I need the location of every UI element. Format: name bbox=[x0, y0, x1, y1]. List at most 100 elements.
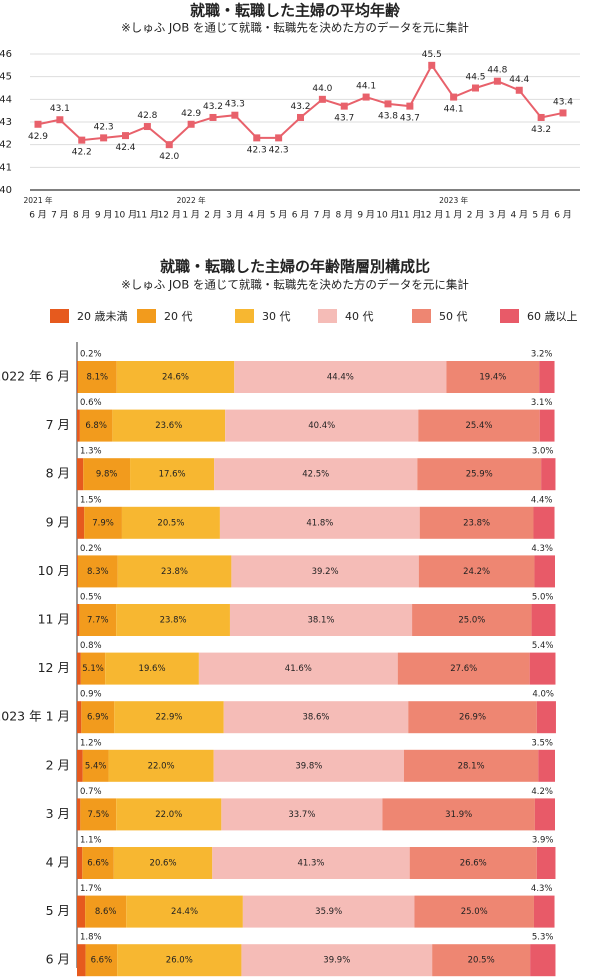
bar-segment bbox=[116, 604, 230, 636]
legend-swatch bbox=[50, 309, 69, 323]
data-label: 20.5% bbox=[157, 518, 184, 528]
y-tick-label: 43 bbox=[0, 117, 12, 128]
data-label: 3.9% bbox=[532, 836, 554, 846]
bar-segment bbox=[113, 847, 213, 879]
data-label: 26.9% bbox=[459, 713, 486, 723]
data-label: 5.4% bbox=[532, 641, 554, 651]
bar-segment bbox=[77, 361, 117, 393]
bar-segment bbox=[242, 895, 415, 928]
bar-segment bbox=[77, 652, 81, 685]
bar-segment bbox=[85, 944, 118, 977]
data-label: 43.7 bbox=[334, 114, 354, 124]
data-label: 6.6% bbox=[91, 956, 113, 966]
marker bbox=[537, 113, 545, 121]
bar-segment bbox=[223, 701, 409, 734]
bar-segment bbox=[77, 604, 80, 636]
data-label: 8.3% bbox=[87, 567, 109, 577]
bar-segment bbox=[77, 506, 85, 539]
bar-segment bbox=[533, 895, 555, 928]
data-label: 42.3 bbox=[94, 122, 114, 132]
bar-segment bbox=[77, 798, 81, 831]
marker bbox=[209, 113, 217, 121]
bar-segment bbox=[536, 847, 556, 879]
data-label: 31.9% bbox=[445, 810, 472, 820]
marker bbox=[231, 111, 239, 119]
data-label: 25.4% bbox=[465, 421, 492, 431]
chart-title: 就職・転職した主婦の年齢階層別構成比 bbox=[160, 258, 430, 276]
x-tick-label: 7 月 bbox=[51, 210, 69, 221]
bar-segment bbox=[412, 604, 532, 636]
legend-label: 20 歳未満 bbox=[77, 310, 128, 323]
bar-segment bbox=[534, 555, 555, 588]
data-label: 1.5% bbox=[80, 495, 102, 505]
data-label: 22.0% bbox=[148, 761, 175, 771]
data-label: 1.3% bbox=[80, 447, 102, 457]
x-tick-label: 2 月 bbox=[204, 210, 222, 221]
bar-segment bbox=[117, 555, 232, 588]
year-label: 2022 年 bbox=[177, 195, 206, 205]
bar-segment bbox=[77, 701, 82, 734]
y-tick-label: 4 月 bbox=[46, 855, 70, 870]
data-label: 23.8% bbox=[161, 567, 188, 577]
legend-swatch bbox=[137, 309, 156, 323]
bar-segment bbox=[541, 458, 556, 491]
marker bbox=[143, 123, 151, 131]
x-tick-label: 5 月 bbox=[532, 210, 550, 221]
data-label: 4.2% bbox=[531, 787, 553, 797]
x-tick-label: 6 月 bbox=[554, 210, 572, 221]
data-label: 22.0% bbox=[155, 810, 182, 820]
data-label: 42.5% bbox=[302, 470, 329, 480]
marker bbox=[275, 134, 283, 142]
data-label: 7.9% bbox=[92, 518, 114, 528]
data-label: 38.6% bbox=[302, 713, 329, 723]
marker bbox=[34, 120, 42, 128]
data-label: 0.2% bbox=[80, 350, 102, 360]
bar-segment bbox=[403, 749, 539, 782]
data-label: 42.9 bbox=[181, 109, 201, 119]
x-tick-label: 9 月 bbox=[95, 210, 113, 221]
x-tick-label: 6 月 bbox=[292, 210, 310, 221]
legend-swatch bbox=[318, 309, 337, 323]
data-label: 24.2% bbox=[463, 567, 490, 577]
bar-segment bbox=[219, 506, 420, 539]
marker bbox=[318, 95, 326, 103]
data-label: 43.3 bbox=[225, 100, 245, 110]
data-label: 24.6% bbox=[162, 373, 189, 383]
legend-label: 50 代 bbox=[439, 310, 468, 323]
bar-segment bbox=[77, 749, 83, 782]
data-label: 5.0% bbox=[532, 593, 554, 603]
bar-segment bbox=[77, 458, 84, 491]
marker bbox=[253, 134, 261, 142]
bar-segment bbox=[116, 798, 222, 831]
y-tick-label: 11 月 bbox=[38, 612, 70, 627]
bar-segment bbox=[77, 555, 118, 588]
x-tick-label: 11 月 bbox=[398, 210, 421, 221]
data-label: 4.4% bbox=[531, 495, 553, 505]
data-label: 8.6% bbox=[95, 907, 117, 917]
data-label: 42.8 bbox=[137, 111, 157, 121]
data-label: 25.0% bbox=[461, 907, 488, 917]
marker bbox=[384, 100, 392, 108]
bar-segment bbox=[114, 701, 224, 734]
data-label: 33.7% bbox=[288, 810, 315, 820]
x-tick-label: 10 月 bbox=[114, 210, 137, 221]
data-label: 6.8% bbox=[85, 421, 107, 431]
y-tick-label: 7 月 bbox=[46, 417, 70, 432]
data-label: 42.2 bbox=[72, 148, 92, 158]
x-tick-label: 4 月 bbox=[510, 210, 528, 221]
legend-label: 60 歳以上 bbox=[527, 310, 578, 323]
data-label: 22.9% bbox=[156, 713, 183, 723]
bar-segment bbox=[417, 458, 542, 491]
data-label: 43.1 bbox=[50, 104, 70, 114]
y-tick-label: 12 月 bbox=[38, 660, 70, 675]
bar-segment bbox=[77, 409, 80, 442]
x-tick-label: 9 月 bbox=[357, 210, 375, 221]
data-label: 44.4% bbox=[327, 373, 354, 383]
bar-segment bbox=[130, 458, 215, 491]
marker bbox=[428, 61, 436, 69]
data-label: 8.1% bbox=[87, 373, 109, 383]
bar-segment bbox=[108, 749, 214, 782]
bar-segment bbox=[221, 798, 383, 831]
data-label: 44.0 bbox=[312, 84, 332, 94]
